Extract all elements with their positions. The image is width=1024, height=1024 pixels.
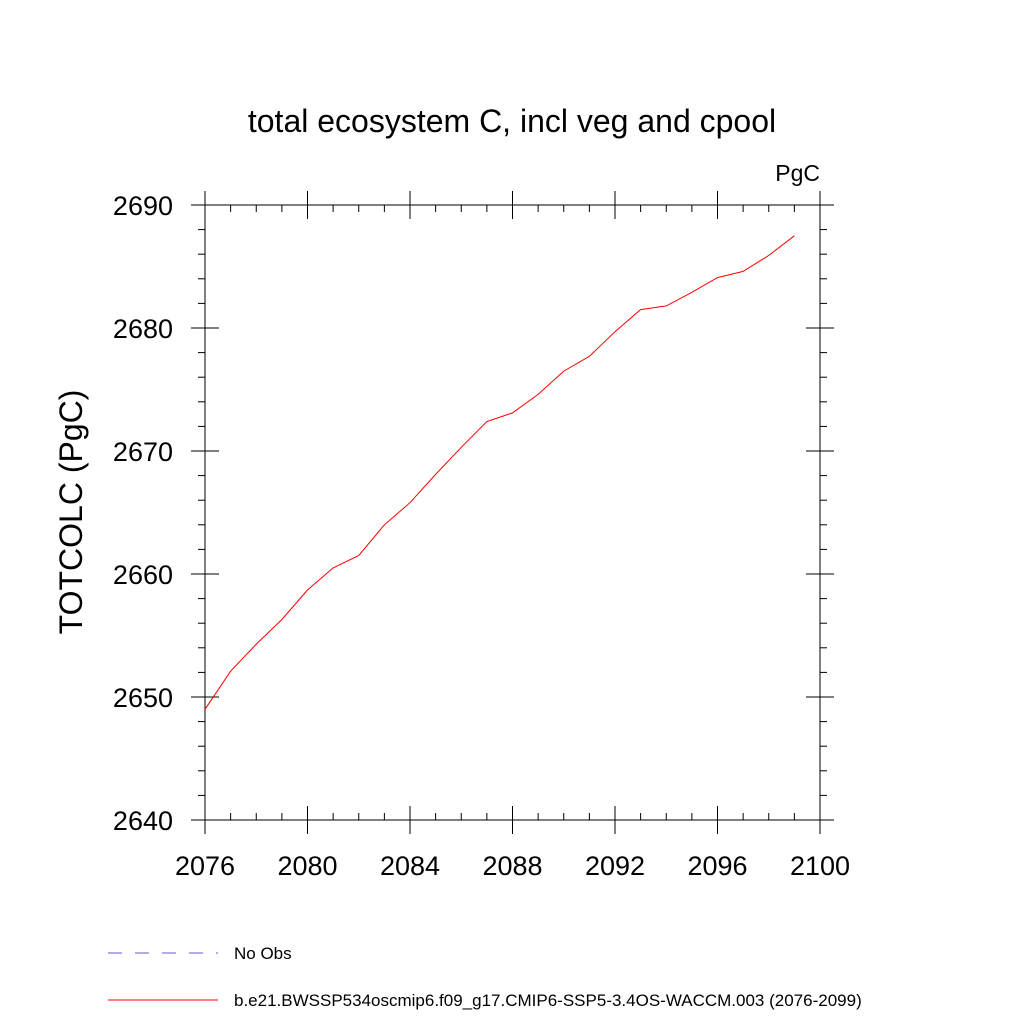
y-tick-labels: 2640 2650 2660 2670 2680 2690 <box>113 191 173 836</box>
x-tick-label: 2088 <box>482 851 542 881</box>
y-tick-label: 2640 <box>113 806 173 836</box>
y-tick-label: 2690 <box>113 191 173 221</box>
plot-frame <box>204 204 821 821</box>
x-tick-label: 2092 <box>585 851 645 881</box>
x-tick-label: 2076 <box>175 851 235 881</box>
series-line <box>204 235 795 710</box>
minor-ticks <box>198 205 827 820</box>
y-tick-label: 2670 <box>113 437 173 467</box>
legend-label-no-obs: No Obs <box>234 944 292 963</box>
chart-title: total ecosystem C, incl veg and cpool <box>248 103 776 139</box>
x-tick-label: 2084 <box>380 851 440 881</box>
legend: No Obs b.e21.BWSSP534oscmip6.f09_g17.CMI… <box>108 944 862 1010</box>
y-axis-label: TOTCOLC (PgC) <box>53 390 89 635</box>
x-tick-label: 2100 <box>790 851 850 881</box>
y-tick-label: 2680 <box>113 314 173 344</box>
y-tick-label: 2660 <box>113 560 173 590</box>
units-label: PgC <box>775 160 820 186</box>
x-tick-label: 2096 <box>687 851 747 881</box>
x-tick-labels: 2076 2080 2084 2088 2092 2096 2100 <box>175 851 850 881</box>
legend-label-model-run: b.e21.BWSSP534oscmip6.f09_g17.CMIP6-SSP5… <box>234 991 862 1010</box>
major-ticks <box>191 191 834 834</box>
x-tick-label: 2080 <box>277 851 337 881</box>
series-lines <box>204 235 795 710</box>
y-tick-label: 2650 <box>113 683 173 713</box>
